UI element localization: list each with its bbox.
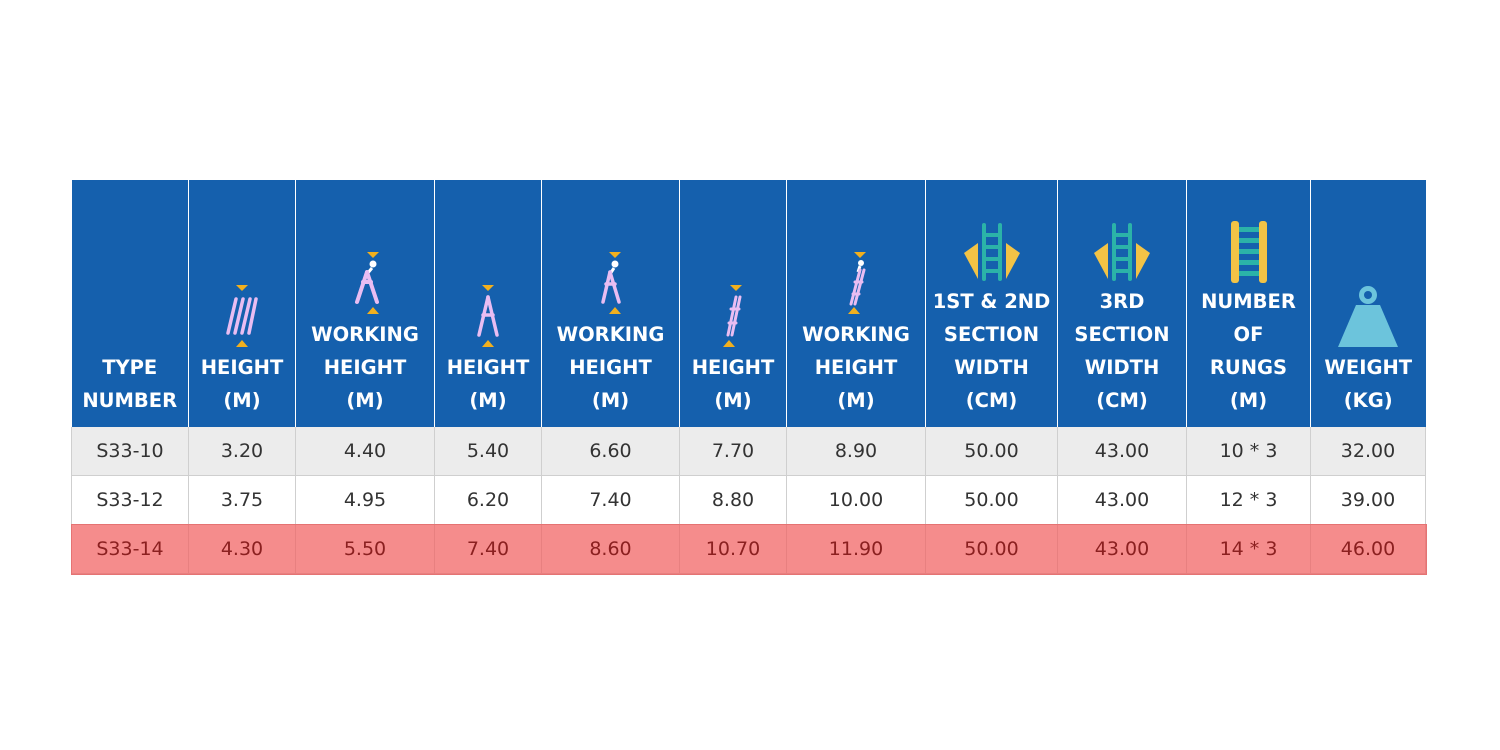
header-label: WORKING xyxy=(556,323,665,346)
cell-stepladder-height: 5.40 xyxy=(434,427,542,476)
stepladder-icon xyxy=(477,285,499,347)
header-label: HEIGHT xyxy=(323,356,407,379)
header-label: WORKING xyxy=(802,323,910,346)
cell-weight: 46.00 xyxy=(1310,524,1426,574)
header-label: (M) xyxy=(591,389,630,412)
cell-section-width-3: 43.00 xyxy=(1057,475,1187,525)
header-working-height-3: WORKING HEIGHT (M) xyxy=(786,180,926,427)
header-working-height-1: WORKING HEIGHT (M) xyxy=(295,180,435,427)
ladder-rungs-icon xyxy=(1230,221,1267,283)
header-label: WORKING xyxy=(311,323,419,346)
header-label: (M) xyxy=(346,389,384,412)
cell-extension-height: 10.70 xyxy=(679,524,787,574)
cell-stepladder-height: 7.40 xyxy=(434,524,542,574)
header-label: TYPE xyxy=(102,356,158,379)
header-label: NUMBER xyxy=(1201,290,1296,313)
header-label: (M) xyxy=(223,389,261,412)
header-label: HEIGHT xyxy=(691,356,775,379)
header-label: OF xyxy=(1233,323,1264,346)
header-type-number: TYPE NUMBER xyxy=(71,180,189,427)
cell-extension-height: 8.80 xyxy=(679,475,787,525)
header-number-of-rungs: NUMBER OF RUNGS (M) xyxy=(1186,180,1311,427)
cell-working-height-3: 8.90 xyxy=(786,427,926,476)
header-label: WEIGHT xyxy=(1324,356,1413,379)
person-stepladder-icon xyxy=(355,252,379,314)
cell-section-width-1-2: 50.00 xyxy=(925,524,1058,574)
cell-type-number: S33-14 xyxy=(71,524,189,574)
table-row: S33-10 3.20 4.40 5.40 6.60 7.70 8.90 50.… xyxy=(71,427,1426,476)
ladder-width-icon xyxy=(1094,223,1150,281)
cell-type-number: S33-10 xyxy=(71,427,189,476)
cell-extension-height: 7.70 xyxy=(679,427,787,476)
cell-number-of-rungs: 14 * 3 xyxy=(1186,524,1311,574)
extension-ladder-icon xyxy=(723,285,742,347)
table-row-highlighted: S33-14 4.30 5.50 7.40 8.60 10.70 11.90 5… xyxy=(70,523,1427,575)
header-label: WIDTH xyxy=(1084,356,1160,379)
header-label: (M) xyxy=(837,389,875,412)
header-label: HEIGHT xyxy=(200,356,284,379)
header-label: 3RD xyxy=(1099,290,1145,313)
cell-working-height-1: 4.40 xyxy=(295,427,435,476)
cell-working-height-1: 4.95 xyxy=(295,475,435,525)
header-label: (M) xyxy=(469,389,507,412)
table-row: S33-12 3.75 4.95 6.20 7.40 8.80 10.00 50… xyxy=(71,475,1426,525)
header-label: SECTION xyxy=(943,323,1040,346)
header-label: HEIGHT xyxy=(569,356,652,379)
cell-weight: 32.00 xyxy=(1310,427,1426,476)
weight-icon xyxy=(1338,286,1399,347)
header-label: RUNGS xyxy=(1209,356,1288,379)
header-label: (CM) xyxy=(965,389,1018,412)
cell-working-height-3: 10.00 xyxy=(786,475,926,525)
cell-stepladder-height: 6.20 xyxy=(434,475,542,525)
header-label: WIDTH xyxy=(954,356,1029,379)
ladder-straight-icon xyxy=(226,285,258,347)
person-stepladder-icon xyxy=(600,252,621,314)
cell-working-height-2: 6.60 xyxy=(541,427,680,476)
header-label: 1ST & 2ND xyxy=(932,290,1051,313)
person-extension-ladder-icon xyxy=(848,252,866,314)
cell-ladder-height: 3.75 xyxy=(188,475,296,525)
cell-section-width-3: 43.00 xyxy=(1057,524,1187,574)
ladder-spec-table: TYPE NUMBER HEIGHT (M) xyxy=(70,180,1427,575)
header-row: TYPE NUMBER HEIGHT (M) xyxy=(71,180,1426,427)
cell-number-of-rungs: 10 * 3 xyxy=(1186,427,1311,476)
cell-number-of-rungs: 12 * 3 xyxy=(1186,475,1311,525)
cell-working-height-2: 8.60 xyxy=(541,524,680,574)
header-label: HEIGHT xyxy=(446,356,530,379)
header-stepladder-height: HEIGHT (M) xyxy=(434,180,542,427)
ladder-width-icon xyxy=(963,223,1020,281)
header-label: (M) xyxy=(714,389,752,412)
cell-section-width-3: 43.00 xyxy=(1057,427,1187,476)
header-section-width-1-2: 1ST & 2ND SECTION WIDTH (CM) xyxy=(925,180,1058,427)
cell-weight: 39.00 xyxy=(1310,475,1426,525)
cell-working-height-2: 7.40 xyxy=(541,475,680,525)
header-label: NUMBER xyxy=(82,389,178,412)
header-label: SECTION xyxy=(1074,323,1170,346)
cell-section-width-1-2: 50.00 xyxy=(925,475,1058,525)
cell-type-number: S33-12 xyxy=(71,475,189,525)
header-label: (CM) xyxy=(1096,389,1148,412)
cell-working-height-1: 5.50 xyxy=(295,524,435,574)
header-weight: WEIGHT (KG) xyxy=(1310,180,1426,427)
header-working-height-2: WORKING HEIGHT (M) xyxy=(541,180,680,427)
cell-section-width-1-2: 50.00 xyxy=(925,427,1058,476)
header-ladder-height: HEIGHT (M) xyxy=(188,180,296,427)
header-section-width-3: 3RD SECTION WIDTH (CM) xyxy=(1057,180,1187,427)
header-extension-height: HEIGHT (M) xyxy=(679,180,787,427)
header-label: HEIGHT xyxy=(814,356,898,379)
cell-ladder-height: 4.30 xyxy=(188,524,296,574)
cell-ladder-height: 3.20 xyxy=(188,427,296,476)
header-label: (KG) xyxy=(1343,389,1393,412)
header-label: (M) xyxy=(1229,389,1268,412)
cell-working-height-3: 11.90 xyxy=(786,524,926,574)
